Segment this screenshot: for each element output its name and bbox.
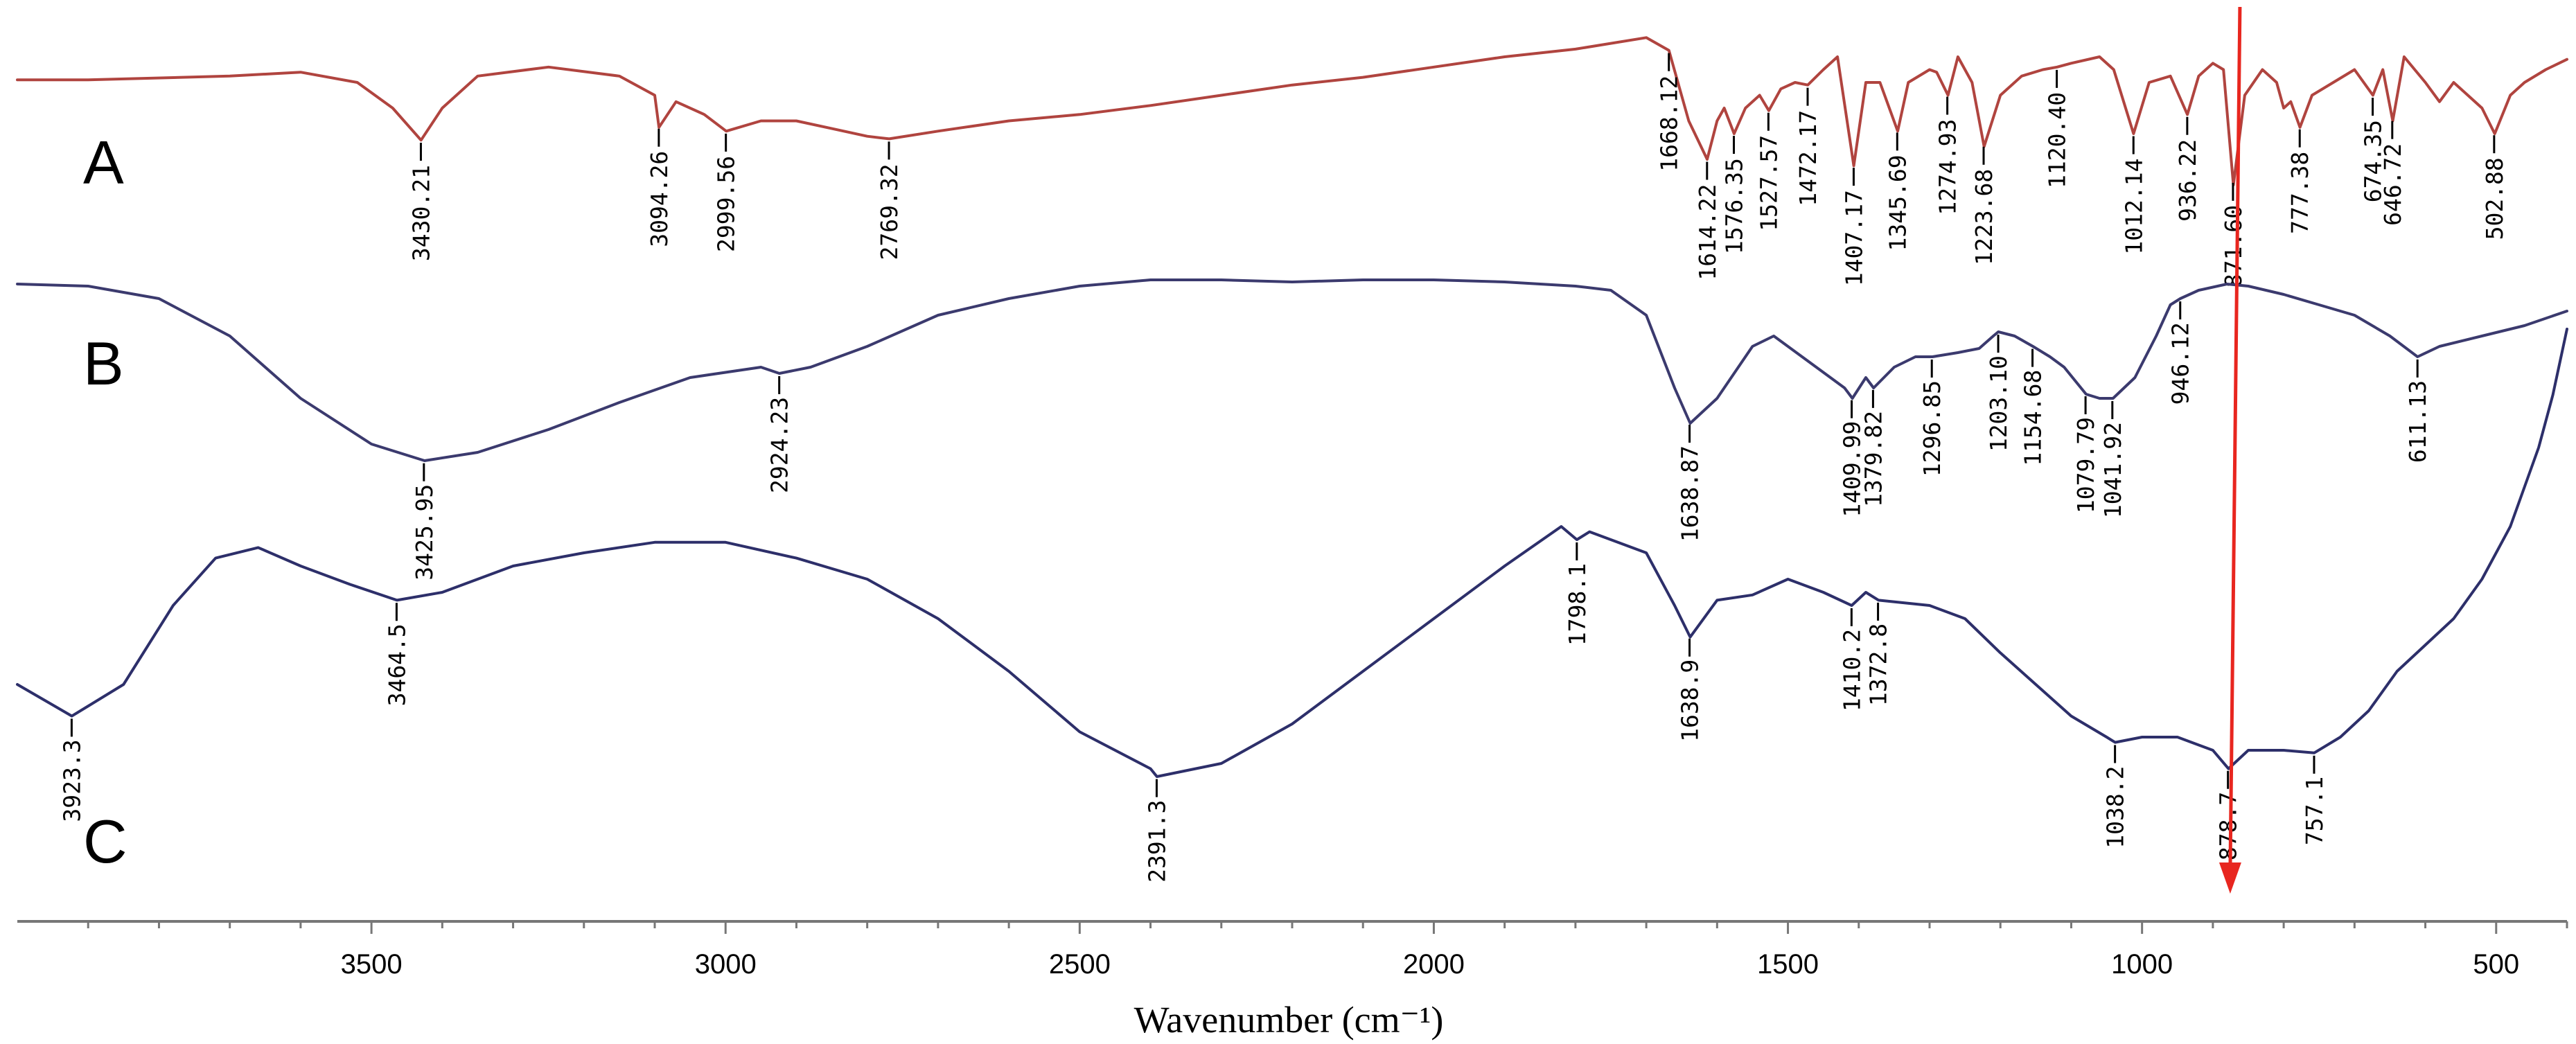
peak-label: 1668.12	[1656, 76, 1683, 172]
peak-label: 1527.57	[1755, 135, 1782, 231]
peak-label: 1079.79	[2072, 417, 2099, 513]
series-label-a: A	[83, 128, 124, 197]
x-axis-title: Wavenumber (cm⁻¹)	[1134, 999, 1444, 1041]
peak-label: 1638.87	[1677, 445, 1704, 542]
peak-label: 777.38	[2286, 152, 2313, 234]
peak-label: 946.12	[2167, 322, 2194, 405]
x-axis: 3500 3000 2500 2000 1500 1000 500	[17, 920, 2568, 980]
peak-label: 1407.17	[1840, 190, 1867, 286]
peak-label: 1203.10	[1985, 355, 2012, 452]
series-b-line	[16, 278, 2568, 462]
peak-label: 3094.26	[646, 151, 673, 247]
x-tick-label: 2000	[1403, 949, 1465, 980]
x-tick-label: 1500	[1757, 949, 1819, 980]
peak-label: 1576.35	[1721, 158, 1748, 254]
peak-label: 2769.32	[876, 163, 903, 260]
peak-label: 1372.8	[1865, 623, 1892, 706]
marker-layer	[2218, 6, 2242, 894]
x-tick-label: 3000	[695, 949, 757, 980]
marker-arrowhead	[2218, 862, 2241, 894]
peak-label: 1472.17	[1794, 110, 1821, 206]
peak-label: 1379.82	[1860, 411, 1887, 507]
peak-label: 502.88	[2481, 157, 2508, 240]
series-layer: A 3430.21 3094.26 2999.56 2769.32 1668.12 1614…	[16, 36, 2568, 883]
peak-label: 611.13	[2404, 380, 2431, 463]
peak-label: 1798.1	[1564, 563, 1591, 646]
peak-label: 1223.68	[1970, 169, 1997, 265]
peak-label: 1614.22	[1694, 184, 1721, 281]
series-label-c: C	[83, 807, 127, 876]
peak-label: 1638.9	[1677, 660, 1704, 742]
peak-label: 1120.40	[2044, 92, 2071, 188]
x-tick-label: 2500	[1049, 949, 1111, 980]
peak-label: 936.22	[2174, 139, 2201, 222]
peak-label: 674.35	[2360, 120, 2387, 202]
series-a-line	[16, 36, 2568, 186]
peak-label: 1012.14	[2120, 159, 2147, 255]
peak-label: 1154.68	[2020, 370, 2047, 466]
peak-label: 878.7	[2215, 792, 2242, 860]
peak-label: 3430.21	[408, 165, 435, 261]
peak-label: 1409.99	[1839, 421, 1866, 517]
peak-label: 2391.3	[1143, 800, 1170, 883]
marker-line	[2228, 6, 2242, 870]
peak-label: 1296.85	[1918, 380, 1946, 477]
series-c-line	[16, 328, 2568, 778]
peak-label: 1345.69	[1884, 154, 1911, 251]
series-label-b: B	[83, 329, 124, 398]
peak-label: 1274.93	[1934, 119, 1961, 215]
peak-label: 757.1	[2301, 777, 2328, 845]
x-tick-label: 1000	[2111, 949, 2173, 980]
peak-label: 1410.2	[1838, 629, 1865, 711]
x-tick-label: 3500	[341, 949, 403, 980]
peak-label: 871.60	[2220, 205, 2247, 287]
peak-label: 1041.92	[2099, 422, 2126, 518]
peak-label: 1038.2	[2102, 766, 2129, 849]
series-a: A 3430.21 3094.26 2999.56 2769.32 1668.12 1614…	[16, 36, 2568, 287]
peak-label: 3464.5	[383, 623, 410, 706]
peak-label: 3923.3	[58, 739, 85, 822]
peak-label: 2999.56	[713, 156, 740, 252]
peak-label: 2924.23	[766, 397, 793, 493]
peak-label: 3425.95	[411, 484, 438, 581]
x-tick-label: 500	[2473, 949, 2519, 980]
peak-label: 646.72	[2379, 143, 2406, 226]
